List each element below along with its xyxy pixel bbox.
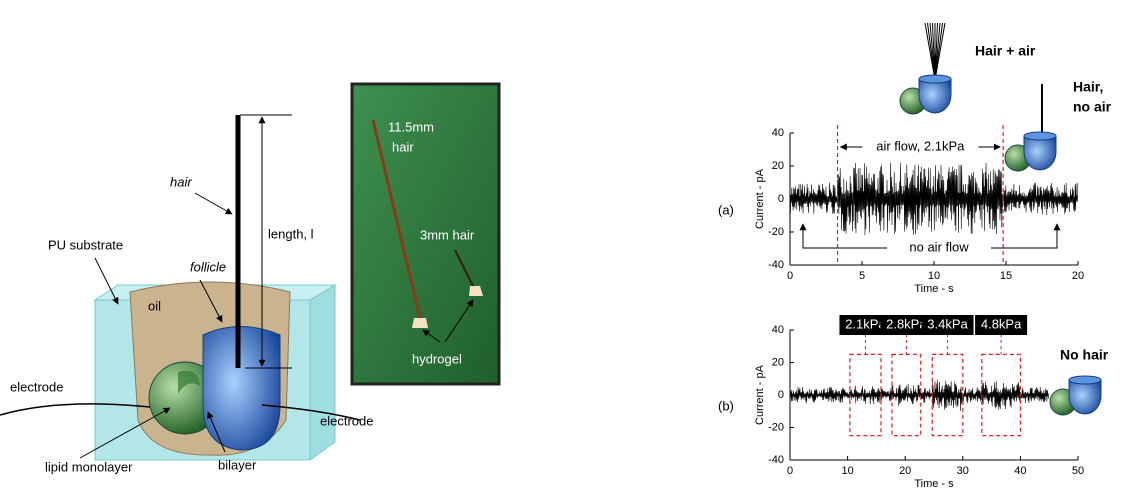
follicle-diagram: hair length, l PU substrate follicle oil… xyxy=(0,114,373,474)
y-tick-label: -40 xyxy=(768,259,784,271)
noise-trace xyxy=(880,388,893,402)
follicle-top xyxy=(1068,375,1102,385)
photo-label: hair xyxy=(392,139,414,154)
x-tick-label: 40 xyxy=(1014,465,1026,477)
droplet-shade xyxy=(178,370,200,394)
y-axis-label: Current - pA xyxy=(754,364,766,425)
noise-trace xyxy=(789,386,851,404)
y-tick-label: 20 xyxy=(772,160,784,172)
icon xyxy=(899,22,952,115)
panel-label: (a) xyxy=(718,202,734,217)
region-label-bg xyxy=(880,315,933,335)
label: follicle xyxy=(190,259,226,274)
y-tick-label: 20 xyxy=(772,356,784,368)
label: bilayer xyxy=(218,457,257,472)
label: length, l xyxy=(268,226,314,241)
pointer xyxy=(444,299,474,343)
x-tick-label: 0 xyxy=(787,465,793,477)
electrode-wire xyxy=(261,404,361,421)
follicle-top xyxy=(918,74,952,84)
region-label: 4.8kPa xyxy=(981,316,1022,331)
y-tick-label: 40 xyxy=(772,324,784,336)
hair-strand xyxy=(934,22,946,81)
region-label: 2.8kPa xyxy=(886,316,927,331)
icon xyxy=(1049,375,1102,416)
y-tick-label: 0 xyxy=(778,193,784,205)
label: electrode xyxy=(320,413,373,428)
pointer xyxy=(422,329,441,343)
label: oil xyxy=(148,298,161,313)
no-air-arrow xyxy=(799,223,887,249)
noise-trace xyxy=(981,380,1021,410)
noise-trace xyxy=(891,383,921,406)
icon xyxy=(1004,84,1057,172)
pointer xyxy=(94,257,119,305)
pointer xyxy=(199,279,223,323)
region-label-bg xyxy=(921,315,974,335)
noise-trace xyxy=(1002,182,1079,216)
pointer xyxy=(194,192,233,215)
follicle xyxy=(202,326,281,451)
long-hair xyxy=(371,119,422,319)
icon-label: Hair + air xyxy=(975,43,1036,59)
region-label: 3.4kPa xyxy=(927,316,968,331)
noise-trace xyxy=(1020,386,1050,403)
y-tick-label: -20 xyxy=(768,421,784,433)
follicle xyxy=(918,78,952,114)
label: hair xyxy=(170,174,192,189)
no-air-arrow xyxy=(991,223,1061,249)
x-tick-label: 30 xyxy=(957,465,969,477)
noise-trace xyxy=(849,385,882,405)
follicle-top xyxy=(1023,131,1057,141)
x-tick-label: 20 xyxy=(1072,270,1084,282)
y-axis-label: Current - pA xyxy=(754,168,766,229)
pointer xyxy=(79,407,171,459)
label: electrode xyxy=(10,379,63,394)
follicle xyxy=(1068,379,1102,415)
x-tick-label: 50 xyxy=(1072,465,1084,477)
photo-label: 11.5mm xyxy=(388,119,434,134)
label: lipid monolayer xyxy=(45,459,133,474)
pointer xyxy=(207,411,226,453)
noise-trace xyxy=(789,182,838,214)
photo-label: 3mm hair xyxy=(420,227,475,242)
x-tick-label: 10 xyxy=(928,270,940,282)
noise-trace xyxy=(920,387,933,403)
pressure-region xyxy=(981,353,1021,437)
region-label-bg xyxy=(975,315,1028,335)
photo-label: hydrogel xyxy=(412,351,462,366)
icon-label: Hair, xyxy=(1073,79,1103,95)
short-hair xyxy=(454,249,475,289)
y-tick-label: 0 xyxy=(778,389,784,401)
noise-trace xyxy=(962,387,982,403)
annotation: air flow, 2.1kPa xyxy=(876,138,965,153)
photo: 11.5mm hair 3mm hair hydrogel xyxy=(350,82,501,386)
hydrogel xyxy=(469,286,483,296)
x-tick-label: 15 xyxy=(1000,270,1012,282)
substrate-side xyxy=(309,284,336,461)
x-tick-label: 5 xyxy=(859,270,865,282)
annotation: no air flow xyxy=(909,239,969,254)
noise-trace xyxy=(837,162,1003,236)
x-axis-label: Time - s xyxy=(914,478,954,490)
region-label: 2.1kPa xyxy=(845,316,886,331)
icon-label: No hair xyxy=(1060,347,1109,363)
label: PU substrate xyxy=(48,237,123,252)
label-bg xyxy=(862,138,979,156)
x-tick-label: 0 xyxy=(787,270,793,282)
panel-label: (b) xyxy=(718,398,734,413)
y-tick-label: -40 xyxy=(768,454,784,466)
x-tick-label: 20 xyxy=(899,465,911,477)
noise-trace xyxy=(931,379,963,411)
x-tick-label: 10 xyxy=(841,465,853,477)
follicle xyxy=(1023,135,1057,171)
hydrogel xyxy=(412,318,428,328)
y-tick-label: -20 xyxy=(768,226,784,238)
x-axis-label: Time - s xyxy=(914,283,954,295)
y-tick-label: 40 xyxy=(772,127,784,139)
electrode-wire xyxy=(0,403,151,416)
icon-label: no air xyxy=(1073,99,1112,115)
region-label-bg xyxy=(839,315,892,335)
